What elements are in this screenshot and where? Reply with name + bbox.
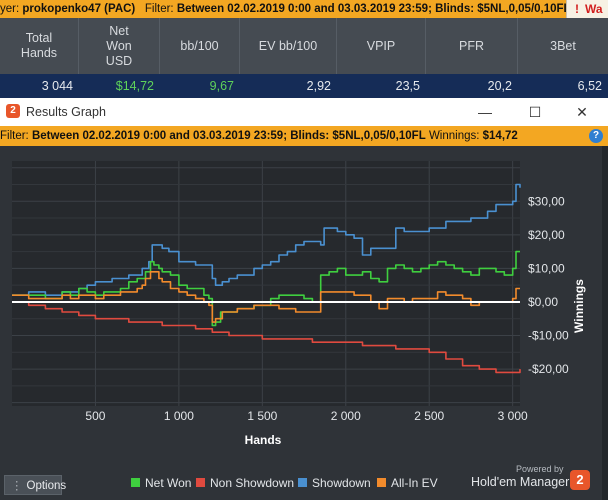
y-tick-label: $20,00 <box>528 228 565 242</box>
series-line-all-in-ev <box>12 271 520 323</box>
dots-icon: ⋮ <box>11 480 23 492</box>
y-tick-label: $10,00 <box>528 261 565 275</box>
close-button[interactable]: ✕ <box>576 104 588 120</box>
legend-swatch <box>131 478 140 487</box>
window-title: Results Graph <box>26 105 106 119</box>
col-header-net-won[interactable]: Net Won USD <box>79 18 160 74</box>
col-header-total-hands[interactable]: Total Hands <box>0 18 79 74</box>
col-header-vpip[interactable]: VPIP <box>337 18 426 74</box>
x-tick-label: 2 500 <box>414 409 444 423</box>
col-header-bb100[interactable]: bb/100 <box>160 18 240 74</box>
legend-showdown[interactable]: Showdown <box>298 476 371 490</box>
col-header-pfr[interactable]: PFR <box>426 18 518 74</box>
graph-filter-text: Between 02.02.2019 0:00 and 03.03.2019 2… <box>31 130 426 142</box>
warning-icon: ! <box>575 2 579 16</box>
winnings-label: Winnings: <box>428 130 480 142</box>
results-graph: 500 1 000 1 500 2 000 2 500 3 000 $30,00 $20,0… <box>0 146 602 464</box>
y-tick-label: -$20,00 <box>528 362 569 376</box>
y-axis-label: Winnings <box>572 279 586 333</box>
x-tick-label: 3 000 <box>498 409 528 423</box>
player-name[interactable]: prokopenko47 (PAC) <box>22 3 136 15</box>
app-icon: 2 <box>6 104 20 118</box>
minimize-button[interactable]: — <box>478 104 492 120</box>
stats-header-row: Total Hands Net Won USD bb/100 EV bb/100… <box>0 18 608 74</box>
powered-by-label: Powered by <box>516 464 564 474</box>
x-tick-labels: 500 1 000 1 500 2 000 2 500 3 000 <box>85 409 528 423</box>
player-prefix: yer: <box>0 3 20 15</box>
vertical-scrollbar[interactable] <box>602 146 608 500</box>
legend-swatch <box>298 478 307 487</box>
warning-label: Wa <box>585 2 603 16</box>
winnings-value: $14,72 <box>482 130 518 142</box>
legend-swatch <box>377 478 386 487</box>
value-ev-bb100: 2,92 <box>306 79 331 93</box>
y-tick-label: $0,00 <box>528 295 558 309</box>
warning-button[interactable]: ! Wa <box>566 0 608 18</box>
y-tick-label: $30,00 <box>528 194 565 208</box>
filter-text: Between 02.02.2019 0:00 and 03.03.2019 2… <box>176 3 571 15</box>
stats-value-row[interactable]: 3 044 $14,72 9,67 2,92 23,5 20,2 6,52 <box>0 74 608 98</box>
options-label: Options <box>26 480 67 492</box>
x-tick-label: 500 <box>85 409 105 423</box>
value-net-won: $14,72 <box>115 79 154 93</box>
y-tick-label: -$10,00 <box>528 329 569 343</box>
x-tick-label: 1 000 <box>164 409 194 423</box>
legend-all-in-ev[interactable]: All-In EV <box>377 476 438 490</box>
filter-label: Filter: <box>144 3 174 15</box>
graph-filter-label: Filter: <box>0 130 29 142</box>
x-tick-label: 2 000 <box>331 409 361 423</box>
plot-area <box>12 161 520 406</box>
player-filter-bar: yer: prokopenko47 (PAC) Filter: Between … <box>0 0 608 18</box>
help-icon[interactable]: ? <box>589 129 603 143</box>
value-3bet: 6,52 <box>577 79 602 93</box>
x-tick-label: 1 500 <box>247 409 277 423</box>
value-vpip: 23,5 <box>395 79 420 93</box>
brand-name: Hold'em Manager <box>471 475 570 489</box>
y-tick-labels: $30,00 $20,00 $10,00 $0,00 -$10,00 -$20,00 <box>528 194 569 376</box>
legend-non-showdown[interactable]: Non Showdown <box>196 476 294 490</box>
value-pfr: 20,2 <box>487 79 512 93</box>
col-header-3bet[interactable]: 3Bet <box>550 38 576 53</box>
x-axis-label: Hands <box>245 433 282 447</box>
value-total-hands: 3 044 <box>41 79 73 93</box>
options-button[interactable]: ⋮ Options <box>4 475 66 495</box>
maximize-button[interactable]: ☐ <box>528 104 542 120</box>
legend-net-won[interactable]: Net Won <box>131 476 191 490</box>
col-header-ev-bb100[interactable]: EV bb/100 <box>240 18 337 74</box>
window-titlebar[interactable] <box>0 98 608 126</box>
brand-logo-icon: 2 <box>570 470 590 490</box>
legend-swatch <box>196 478 205 487</box>
series-line-showdown <box>12 183 521 296</box>
value-bb100: 9,67 <box>209 79 234 93</box>
series-line-non-showdown <box>12 301 521 374</box>
graph-filter-bar: Filter: Between 02.02.2019 0:00 and 03.0… <box>0 126 608 146</box>
